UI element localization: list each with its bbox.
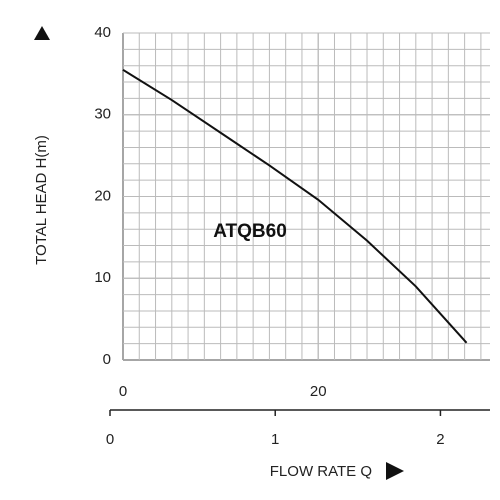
- annotation: ATQB60: [213, 221, 287, 242]
- x-arrow: [386, 462, 404, 480]
- x2-tick-label: 1: [271, 431, 279, 448]
- y-tick-label: 20: [94, 187, 111, 204]
- x-axis-label: FLOW RATE Q: [270, 463, 372, 480]
- y-tick-label: 30: [94, 106, 111, 123]
- y-tick-label: 10: [94, 269, 111, 286]
- y-axis-label: TOTAL HEAD H(m): [33, 135, 50, 265]
- y-tick-label: 0: [103, 351, 111, 368]
- y-arrow: [34, 26, 50, 40]
- x-tick-label: 0: [119, 383, 127, 400]
- x2-tick-label: 0: [106, 431, 114, 448]
- y-tick-label: 40: [94, 24, 111, 41]
- x-tick-label: 20: [310, 383, 327, 400]
- x2-tick-label: 2: [436, 431, 444, 448]
- curve: [122, 68, 468, 344]
